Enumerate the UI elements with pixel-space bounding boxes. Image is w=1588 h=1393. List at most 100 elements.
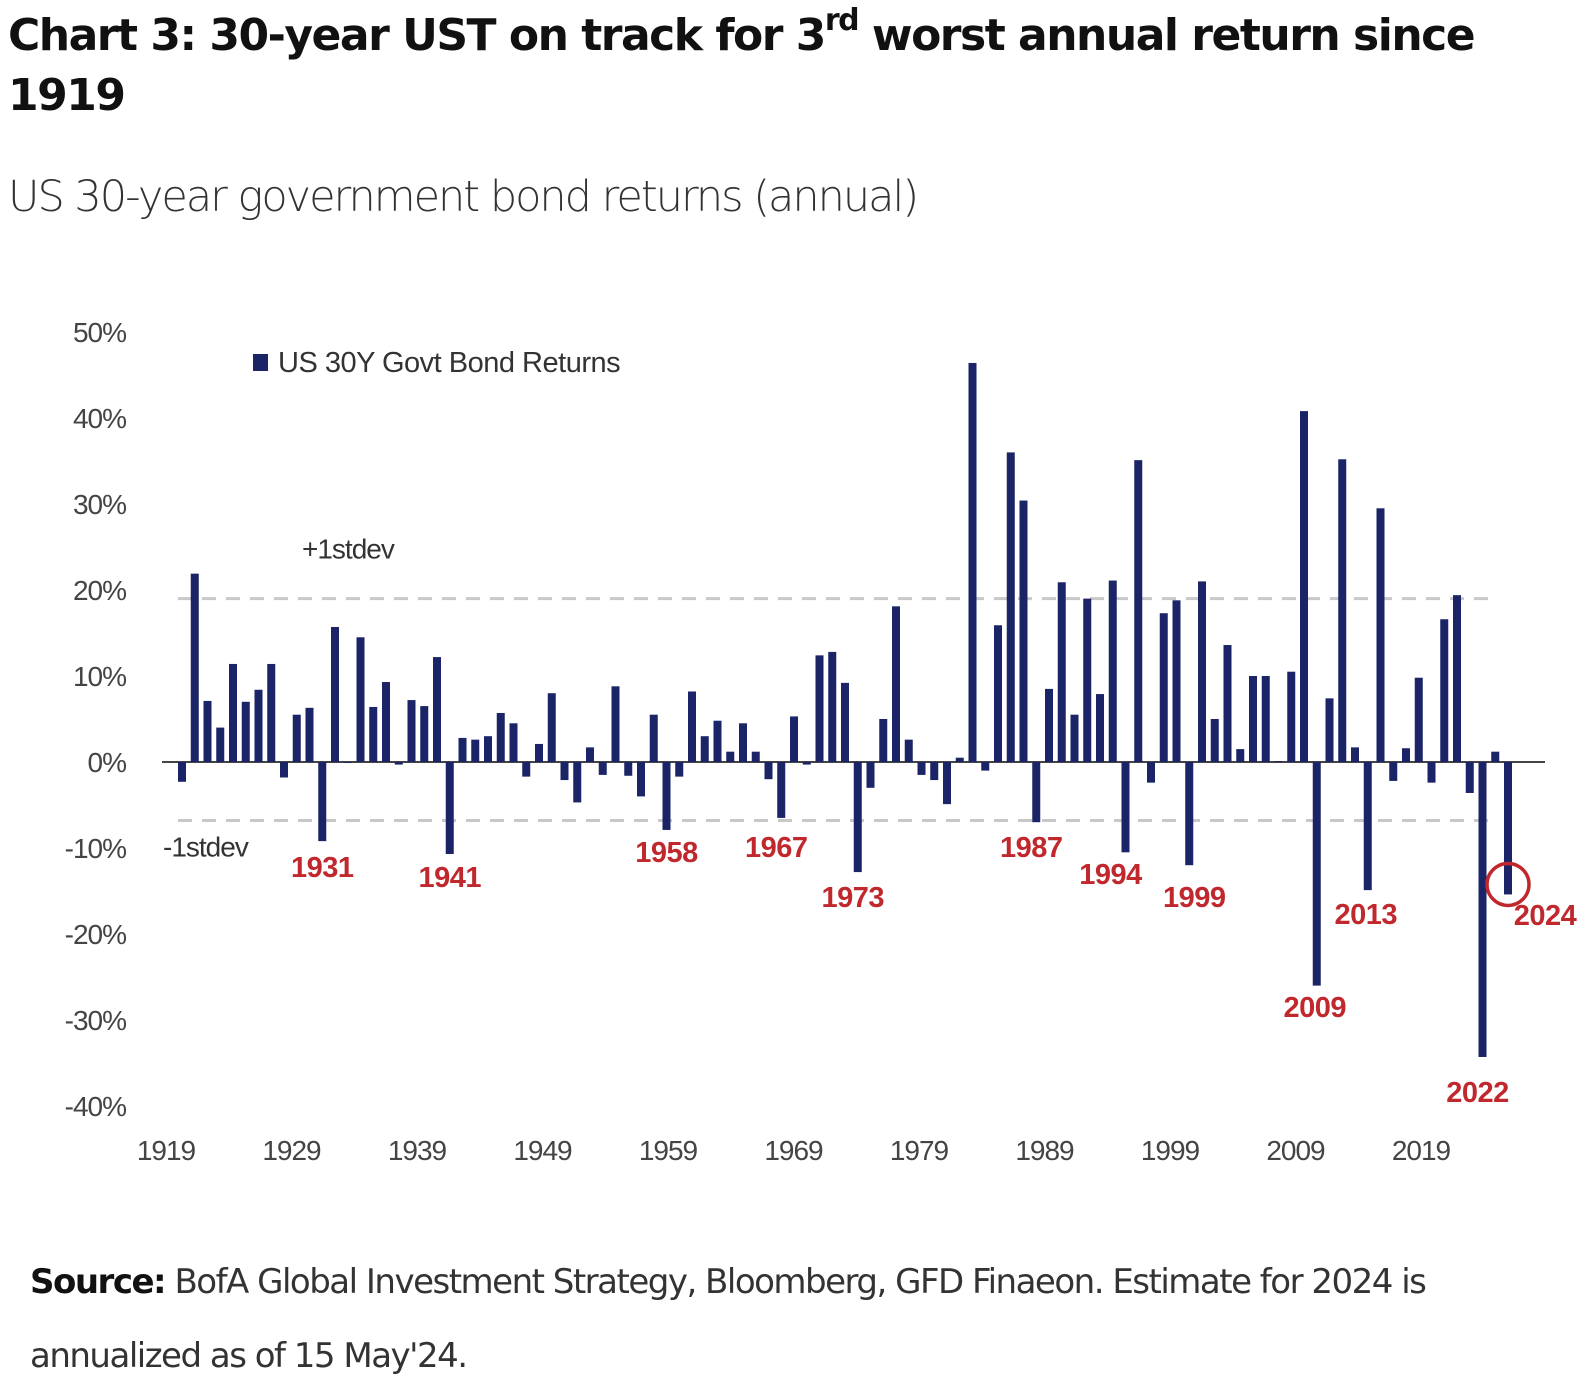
bar-1920 — [178, 762, 186, 782]
y-tick-label: 10% — [73, 661, 126, 692]
annotation-1931: 1931 — [291, 852, 354, 884]
bar-1950 — [560, 762, 569, 781]
y-tick-label: 50% — [73, 317, 126, 348]
legend-label: US 30Y Govt Bond Returns — [278, 347, 620, 379]
annotation-2022: 2022 — [1446, 1077, 1509, 1109]
bar-1956 — [637, 762, 645, 797]
annotation-1987: 1987 — [1000, 832, 1063, 864]
y-tick-label: 40% — [73, 403, 126, 434]
bar-1921 — [190, 573, 199, 762]
bar-1933 — [343, 762, 352, 763]
x-tick-label: 1969 — [764, 1135, 823, 1166]
y-tick-label: 30% — [73, 489, 126, 520]
bar-1952 — [586, 747, 594, 762]
bar-2013 — [1363, 762, 1372, 891]
bar-1981 — [955, 757, 964, 762]
bar-2003 — [1236, 749, 1245, 762]
bar-2015 — [1389, 762, 1398, 781]
bar-2008 — [1300, 411, 1308, 762]
bar-1949 — [547, 693, 556, 762]
bar-1946 — [509, 723, 518, 762]
annotations: 1931 1941 1958 1967 1973 1987 1994 1999 2009 2013… — [291, 832, 1577, 1109]
bar-1989 — [1057, 582, 1066, 762]
annotation-1967: 1967 — [745, 832, 808, 864]
x-tick-label: 1949 — [513, 1135, 572, 1166]
x-tick-label: 2019 — [1392, 1135, 1451, 1166]
bar-1922 — [203, 700, 212, 762]
bar-1977 — [904, 739, 913, 762]
bar-2004 — [1249, 676, 1257, 762]
bar-2019 — [1440, 619, 1449, 762]
bar-1991 — [1083, 598, 1092, 762]
bar-1985 — [1006, 452, 1015, 762]
bar-1976 — [892, 606, 900, 762]
bars — [178, 362, 1512, 1057]
x-tick-label: 2009 — [1266, 1135, 1325, 1166]
highlight-circle-2024 — [1485, 861, 1531, 908]
bar-2011 — [1338, 459, 1347, 762]
bar-2016 — [1402, 748, 1410, 762]
bar-1926 — [254, 689, 263, 762]
bar-1982 — [968, 362, 977, 762]
bar-1983 — [981, 762, 990, 771]
bar-2017 — [1414, 677, 1423, 762]
x-tick-label: 1989 — [1015, 1135, 1074, 1166]
annotation-2009: 2009 — [1283, 992, 1346, 1024]
source-label: Source: — [30, 1262, 167, 1302]
bar-1975 — [879, 719, 888, 762]
bar-1992 — [1096, 694, 1104, 762]
bar-1969 — [802, 762, 811, 765]
bar-1996 — [1147, 762, 1155, 783]
bar-2001 — [1210, 719, 1219, 762]
bar-1971 — [828, 651, 837, 762]
bar-1951 — [573, 762, 582, 803]
bar-2009 — [1312, 762, 1321, 986]
annotation-2024: 2024 — [1514, 900, 1577, 932]
bar-1968 — [790, 716, 798, 762]
bar-1925 — [241, 701, 250, 762]
title-superscript: rd — [824, 3, 860, 38]
bar-1948 — [535, 743, 543, 762]
bar-1947 — [522, 762, 531, 777]
bar-2010 — [1325, 698, 1334, 762]
bar-1988 — [1045, 688, 1053, 762]
bar-2007 — [1287, 671, 1296, 762]
bar-1973 — [853, 762, 862, 873]
bar-1953 — [598, 762, 607, 775]
annotation-1941: 1941 — [418, 862, 481, 894]
bar-2006 — [1274, 761, 1283, 763]
bar-1924 — [229, 663, 237, 762]
bar-2023 — [1491, 751, 1500, 762]
x-tick-label: 1999 — [1141, 1135, 1200, 1166]
y-tick-label: -30% — [65, 1005, 126, 1036]
bar-1990 — [1070, 714, 1079, 762]
bar-1995 — [1134, 460, 1143, 762]
title-rest: worst annual return since 1919 — [8, 10, 1476, 121]
bar-1963 — [726, 751, 735, 762]
bar-1970 — [815, 655, 824, 762]
bar-1943 — [471, 739, 480, 762]
bar-1931 — [318, 762, 327, 842]
annotation-1994: 1994 — [1079, 859, 1142, 891]
y-tick-label: 20% — [73, 575, 126, 606]
bar-1954 — [611, 686, 620, 762]
bar-1959 — [675, 762, 684, 777]
title-main: Chart 3: 30-year UST on track for 3 — [8, 10, 826, 61]
y-tick-label: 0% — [88, 747, 127, 778]
bar-1937 — [394, 762, 403, 765]
bar-1980 — [943, 762, 951, 805]
x-tick-label: 1939 — [388, 1135, 447, 1166]
source-note: Source: BofA Global Investment Strategy,… — [30, 1245, 1550, 1393]
bar-chart: 50%40%30%20%10%0%-10%-20%-30%-40% 1919 19… — [65, 317, 1578, 1166]
bar-1974 — [866, 762, 875, 788]
legend-swatch — [253, 354, 268, 371]
bar-1936 — [382, 682, 390, 762]
bar-1944 — [484, 736, 492, 762]
bar-2021 — [1465, 762, 1474, 793]
bar-1930 — [305, 707, 314, 762]
bar-1997 — [1159, 613, 1168, 762]
bar-1932 — [331, 626, 339, 762]
bar-2014 — [1376, 508, 1385, 762]
bar-1938 — [407, 700, 416, 762]
bar-1998 — [1172, 600, 1181, 762]
